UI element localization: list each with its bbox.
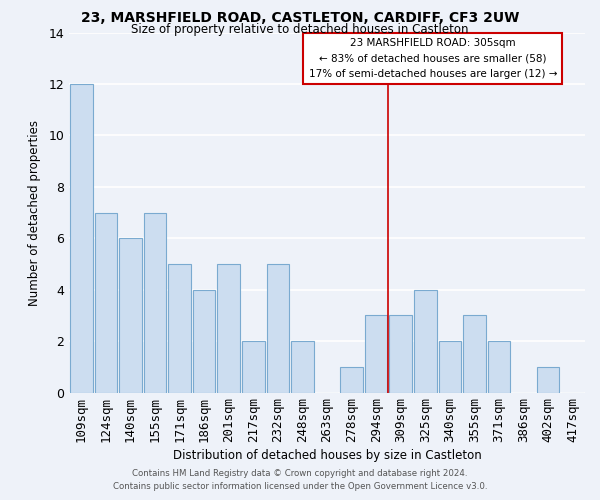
Bar — [168, 264, 191, 392]
Bar — [95, 212, 117, 392]
Bar — [266, 264, 289, 392]
Text: Contains HM Land Registry data © Crown copyright and database right 2024.
Contai: Contains HM Land Registry data © Crown c… — [113, 470, 487, 491]
X-axis label: Distribution of detached houses by size in Castleton: Distribution of detached houses by size … — [173, 450, 481, 462]
Text: 23 MARSHFIELD ROAD: 305sqm
← 83% of detached houses are smaller (58)
17% of semi: 23 MARSHFIELD ROAD: 305sqm ← 83% of deta… — [308, 38, 557, 79]
Text: Size of property relative to detached houses in Castleton: Size of property relative to detached ho… — [131, 22, 469, 36]
Bar — [439, 341, 461, 392]
Text: 23, MARSHFIELD ROAD, CASTLETON, CARDIFF, CF3 2UW: 23, MARSHFIELD ROAD, CASTLETON, CARDIFF,… — [81, 11, 519, 25]
Bar — [389, 316, 412, 392]
Y-axis label: Number of detached properties: Number of detached properties — [28, 120, 41, 306]
Bar — [70, 84, 92, 392]
Bar — [143, 212, 166, 392]
Bar — [340, 367, 363, 392]
Bar — [488, 341, 511, 392]
Bar — [463, 316, 486, 392]
Bar — [365, 316, 388, 392]
Bar — [119, 238, 142, 392]
Bar — [242, 341, 265, 392]
Bar — [217, 264, 240, 392]
Bar — [193, 290, 215, 393]
Bar — [291, 341, 314, 392]
Bar — [414, 290, 437, 393]
Bar — [537, 367, 559, 392]
